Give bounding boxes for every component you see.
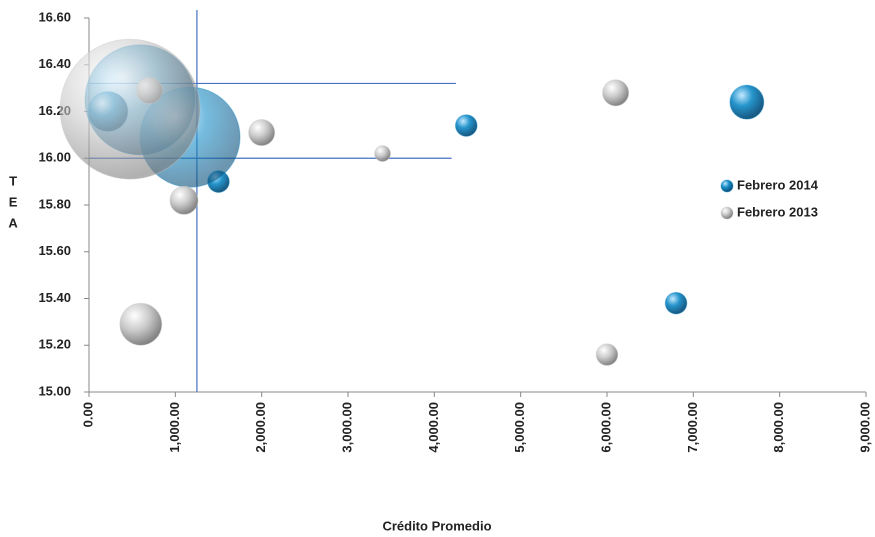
y-tick-label: 15.60 xyxy=(38,243,71,258)
x-axis-label: Crédito Promedio xyxy=(382,518,491,533)
x-tick-label: 9,000.00 xyxy=(857,402,872,453)
x-tick-label: 3,000.00 xyxy=(339,402,354,453)
bubble xyxy=(729,84,765,120)
x-tick-label: 6,000.00 xyxy=(598,402,613,453)
bubble xyxy=(602,79,630,107)
bubble xyxy=(169,185,199,215)
bubble xyxy=(664,291,688,315)
bubble xyxy=(248,118,276,147)
x-tick-label: 5,000.00 xyxy=(512,402,527,453)
bubble xyxy=(595,343,619,366)
y-tick-label: 16.00 xyxy=(38,150,71,165)
legend-label: Febrero 2014 xyxy=(737,177,819,192)
legend-marker xyxy=(720,179,734,193)
legend-marker xyxy=(720,206,734,220)
x-tick-label: 0.00 xyxy=(80,402,95,427)
x-tick-label: 4,000.00 xyxy=(426,402,441,453)
x-tick-label: 7,000.00 xyxy=(685,402,700,453)
bubble xyxy=(454,114,478,137)
bubble xyxy=(59,38,201,180)
y-tick-label: 16.60 xyxy=(38,9,71,24)
x-tick-label: 1,000.00 xyxy=(167,402,182,453)
y-axis-label: TEA xyxy=(6,174,21,237)
y-tick-label: 15.80 xyxy=(38,196,71,211)
y-tick-label: 15.40 xyxy=(38,290,71,305)
bubble xyxy=(119,302,163,346)
bubble xyxy=(374,145,391,163)
y-tick-label: 16.40 xyxy=(38,56,71,71)
legend-label: Febrero 2013 xyxy=(737,204,818,219)
y-tick-label: 15.00 xyxy=(38,383,71,398)
y-tick-label: 15.20 xyxy=(38,337,71,352)
x-tick-label: 2,000.00 xyxy=(253,402,268,453)
x-tick-label: 8,000.00 xyxy=(771,402,786,453)
